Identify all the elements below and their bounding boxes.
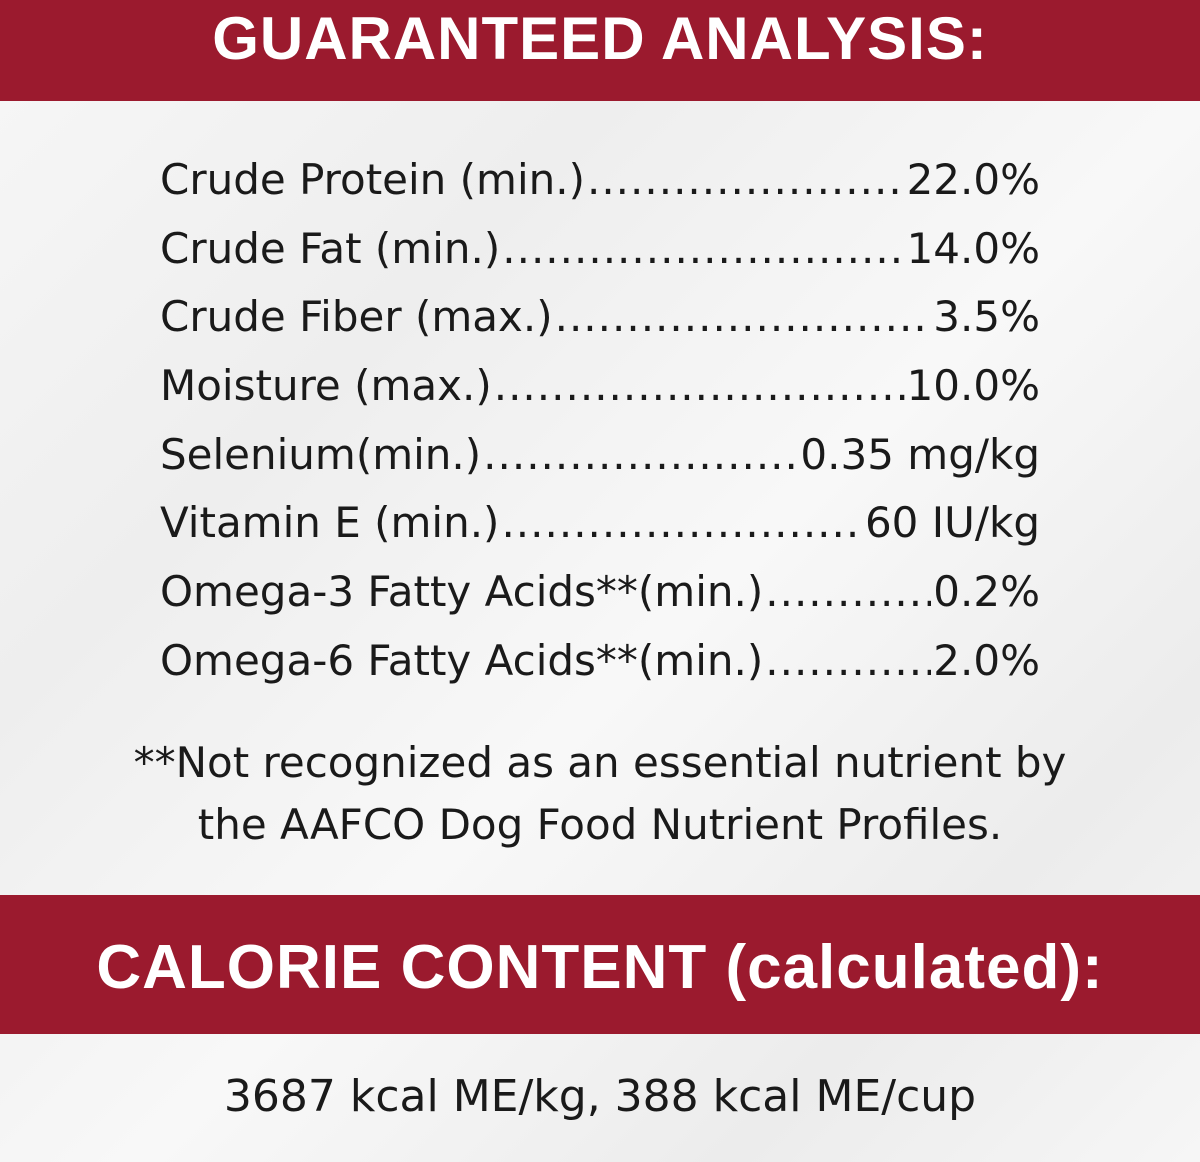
nutrient-value: 2.0% [933,635,1040,685]
nutrient-value: 14.0% [906,223,1040,273]
nutrient-value: 10.0% [906,361,1040,411]
nutrient-label: Selenium(min.) [160,429,482,479]
analysis-row: Crude Fat (min.) 14.0% [160,215,1040,284]
nutrient-value: 0.2% [933,567,1040,617]
analysis-row: Selenium(min.) 0.35 mg/kg [160,421,1040,490]
guaranteed-analysis-title: GUARANTEED ANALYSIS: [212,5,988,72]
nutrient-label: Omega-6 Fatty Acids**(min.) [160,635,764,685]
nutrient-label: Crude Protein (min.) [160,155,585,204]
dot-leader [765,558,931,626]
analysis-row: Omega-3 Fatty Acids**(min.) 0.2% [160,558,1040,627]
analysis-row: Vitamin E (min.) 60 IU/kg [160,489,1040,558]
nutrient-label: Crude Fat (min.) [160,223,501,273]
nutrient-value: 3.5% [933,292,1040,342]
nutrient-label: Vitamin E (min.) [160,498,500,548]
nutrient-label: Moisture (max.) [160,361,492,411]
footnote-line: the AAFCO Dog Food Nutrient Profiles. [197,800,1003,849]
analysis-row: Crude Protein (min.) 22.0% [160,146,1040,215]
nutrient-value: 22.0% [906,155,1040,204]
nutrient-value: 60 IU/kg [864,498,1040,548]
nutrient-label: Crude Fiber (max.) [160,292,553,342]
dot-leader [483,421,798,489]
guaranteed-analysis-banner: GUARANTEED ANALYSIS: [0,0,1200,101]
analysis-table: Crude Protein (min.) 22.0% Crude Fat (min… [160,146,1040,696]
calorie-content-title: CALORIE CONTENT (calculated): [96,933,1104,1002]
dot-leader [501,489,862,557]
nutrient-label: Omega-3 Fatty Acids**(min.) [160,567,764,617]
analysis-row: Omega-6 Fatty Acids**(min.) 2.0% [160,627,1040,696]
dot-leader [555,283,932,351]
dot-leader [587,146,905,214]
dot-leader [494,352,905,420]
nutrient-value: 0.35 mg/kg [800,429,1040,479]
calorie-content-banner: CALORIE CONTENT (calculated): [0,895,1200,1034]
footnote: **Not recognized as an essential nutrien… [100,732,1100,856]
dot-leader [765,627,931,695]
footnote-line: **Not recognized as an essential nutrien… [133,738,1067,787]
dot-leader [502,215,904,283]
analysis-row: Crude Fiber (max.) 3.5% [160,283,1040,352]
calorie-value: 3687 kcal ME/kg, 388 kcal ME/cup [223,1071,977,1122]
analysis-row: Moisture (max.) 10.0% [160,352,1040,421]
